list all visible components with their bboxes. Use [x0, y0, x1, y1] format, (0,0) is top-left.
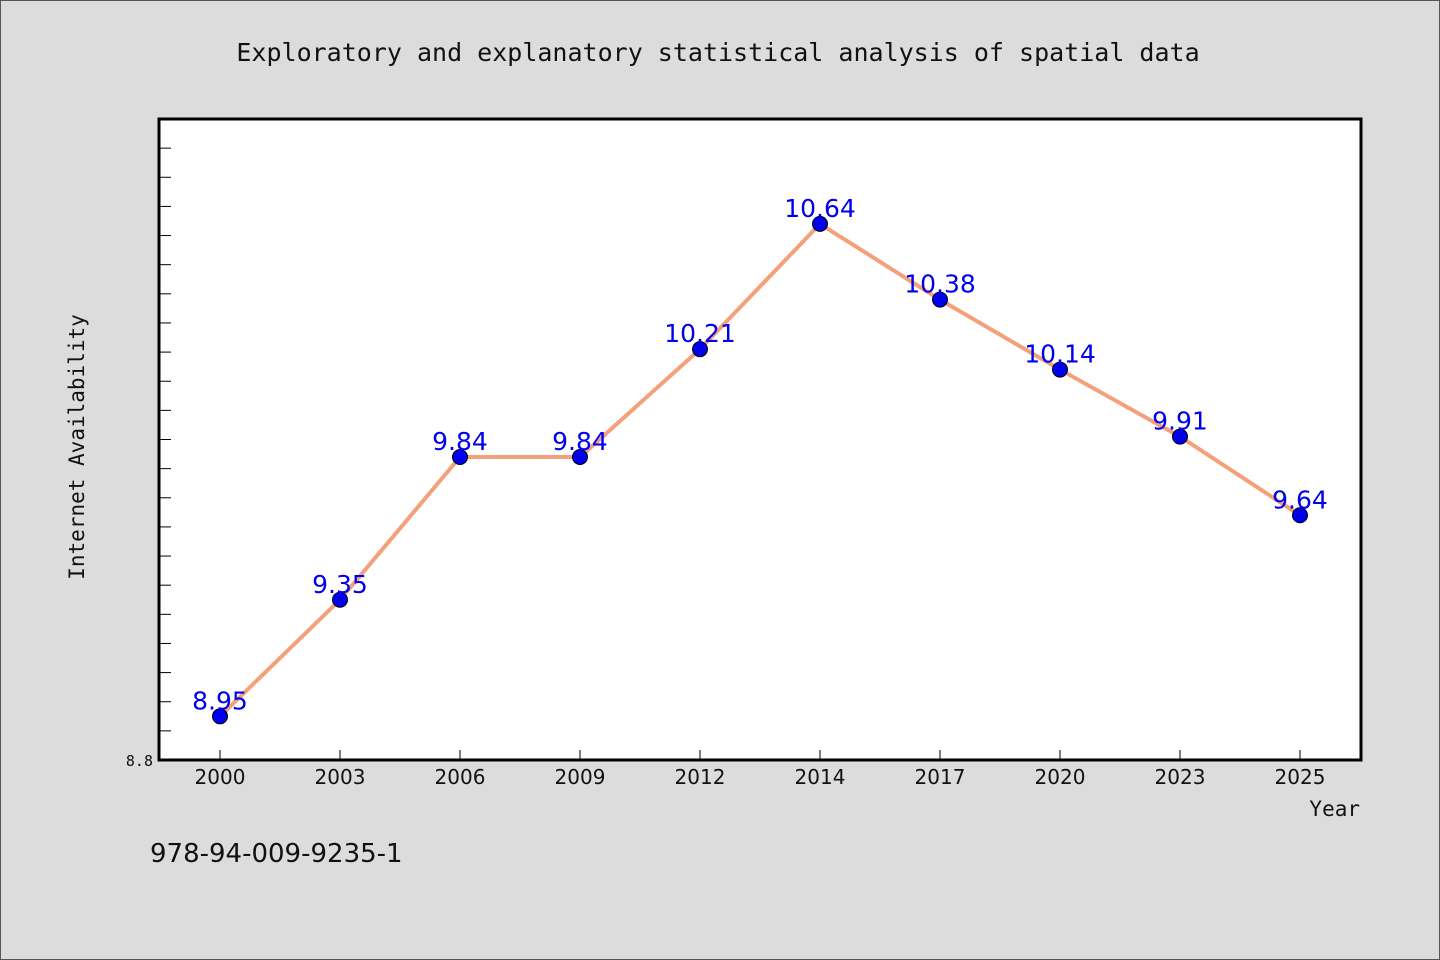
- data-point: [1172, 428, 1188, 445]
- y-axis-title: Internet Availability: [65, 314, 89, 580]
- y-axis-ticks: [159, 147, 171, 732]
- x-tick-label: 2025: [1275, 765, 1326, 789]
- x-axis-ticks: [219, 750, 1301, 759]
- data-label: 10.64: [784, 194, 856, 223]
- data-label: 8.95: [192, 686, 248, 715]
- data-point: [452, 448, 468, 465]
- data-point: [932, 291, 948, 308]
- x-tick-label: 2012: [675, 765, 726, 789]
- x-tick-label: 2009: [555, 765, 606, 789]
- marker-group: [212, 215, 1308, 725]
- data-point: [332, 591, 348, 608]
- series-group: [218, 221, 1302, 718]
- series-line: [218, 221, 1302, 718]
- data-point: [692, 341, 708, 358]
- data-label: 9.91: [1152, 407, 1208, 436]
- x-tick-label: 2020: [1035, 765, 1086, 789]
- data-point: [1052, 361, 1068, 378]
- data-label: 9.84: [432, 427, 488, 456]
- data-point: [212, 708, 228, 725]
- x-tick-label: 2017: [915, 765, 966, 789]
- x-tick-label: 2006: [435, 765, 486, 789]
- x-tick-label: 2023: [1155, 765, 1206, 789]
- data-point: [812, 215, 828, 232]
- data-label: 9.35: [312, 570, 368, 599]
- data-label: 9.64: [1272, 485, 1328, 514]
- chart-title: Exploratory and explanatory statistical …: [236, 38, 1199, 67]
- x-axis-tick-labels: 2000 2003 2006 2009 2012 2014 2017 2020 2023 2025: [195, 765, 1326, 789]
- isbn-footer: 978-94-009-9235-1: [150, 839, 403, 869]
- data-label: 9.84: [552, 427, 608, 456]
- data-label: 10.38: [904, 270, 976, 299]
- data-label-group: 8.95 9.35 9.84 9.84 10.21 10.64 10.38 10.14 9.91…: [192, 194, 1328, 715]
- y-axis-tick-labels: 8.8: [126, 752, 153, 770]
- data-label: 10.21: [664, 319, 736, 348]
- y-tick-label: 8.8: [126, 752, 153, 770]
- x-tick-label: 2014: [795, 765, 846, 789]
- x-tick-label: 2003: [315, 765, 366, 789]
- x-axis-title: Year: [1309, 797, 1360, 821]
- data-label: 10.14: [1024, 340, 1096, 369]
- data-point: [1292, 507, 1308, 524]
- data-point: [572, 448, 588, 465]
- plot-area: [157, 117, 1363, 762]
- x-tick-label: 2000: [195, 765, 246, 789]
